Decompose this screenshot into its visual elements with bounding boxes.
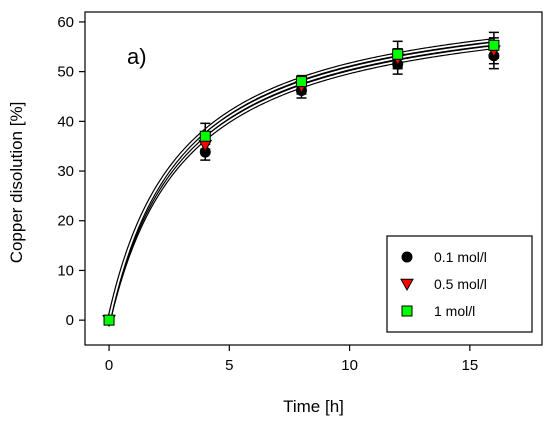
legend-marker <box>401 305 413 317</box>
x-axis-title: Time [h] <box>283 397 344 416</box>
y-tick-label: 20 <box>57 213 74 230</box>
panel-label: a) <box>127 44 147 69</box>
x-tick-label: 0 <box>105 357 113 374</box>
data-point <box>488 39 500 51</box>
y-axis-title: Copper disolution [%] <box>7 102 26 264</box>
legend-marker <box>400 278 414 292</box>
y-tick-label: 60 <box>57 14 74 31</box>
y-tick-label: 10 <box>57 262 74 279</box>
x-tick-label: 15 <box>461 357 478 374</box>
data-point <box>199 130 211 142</box>
y-tick-label: 40 <box>57 113 74 130</box>
x-tick-label: 5 <box>225 357 233 374</box>
legend-label: 0.1 mol/l <box>434 249 487 265</box>
y-tick-label: 0 <box>66 312 74 329</box>
data-point <box>103 314 115 326</box>
legend-label: 1 mol/l <box>434 303 475 319</box>
legend-box <box>386 235 533 333</box>
y-tick-label: 30 <box>57 163 74 180</box>
y-axis-ticks: 0 10 20 30 40 50 60 <box>57 14 85 329</box>
data-markers <box>102 39 501 328</box>
legend-label: 0.5 mol/l <box>434 276 487 292</box>
plot-frame <box>84 11 543 346</box>
x-tick-label: 10 <box>341 357 358 374</box>
data-point <box>295 76 307 88</box>
x-axis-ticks: 0 5 10 15 <box>105 345 478 374</box>
y-tick-label: 50 <box>57 64 74 81</box>
data-point <box>392 48 404 60</box>
legend-marker <box>401 251 413 263</box>
legend: 0.1 mol/l 0.5 mol/l 1 mol/l <box>386 235 533 333</box>
